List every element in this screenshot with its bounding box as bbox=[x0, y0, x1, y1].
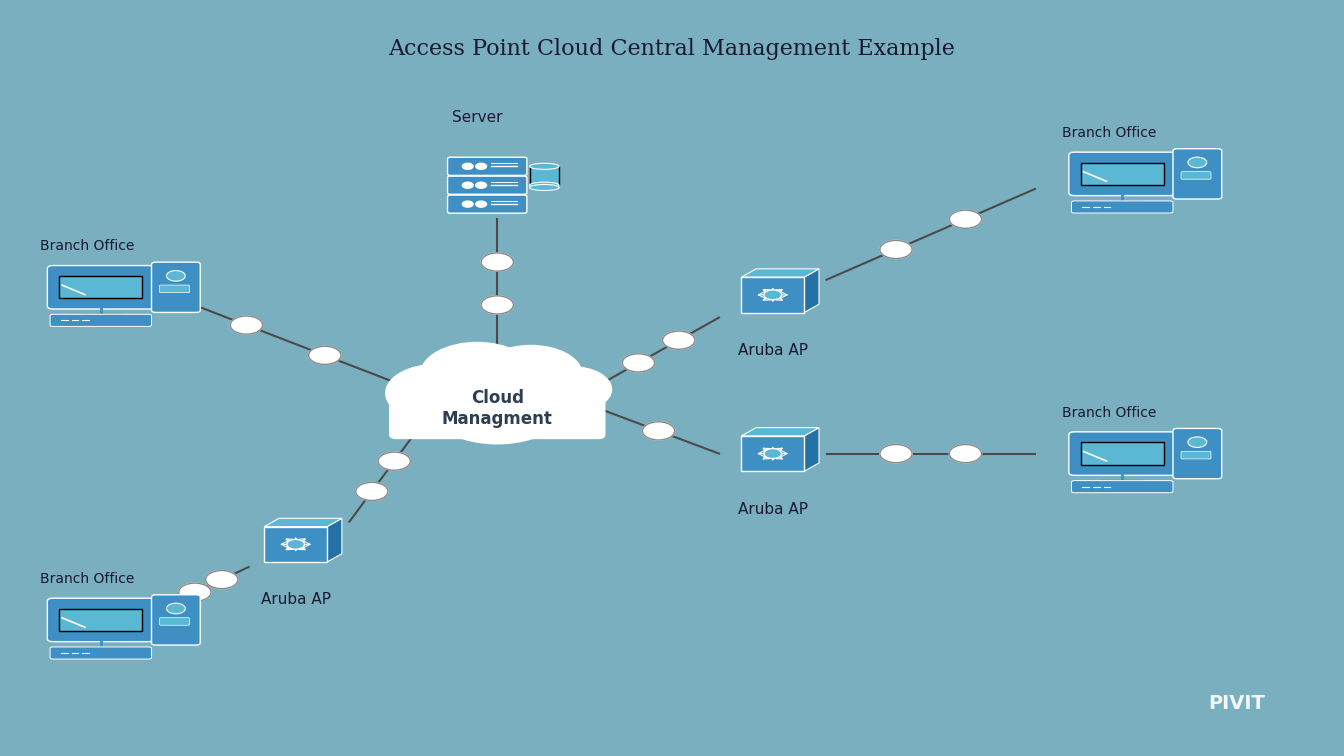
Circle shape bbox=[462, 201, 473, 207]
Text: Branch Office: Branch Office bbox=[40, 572, 134, 586]
FancyBboxPatch shape bbox=[1173, 149, 1222, 199]
FancyBboxPatch shape bbox=[47, 265, 155, 309]
Circle shape bbox=[421, 342, 534, 406]
FancyBboxPatch shape bbox=[1081, 163, 1164, 185]
Circle shape bbox=[1188, 157, 1207, 168]
Circle shape bbox=[356, 482, 388, 500]
Ellipse shape bbox=[530, 182, 559, 188]
Ellipse shape bbox=[530, 163, 559, 169]
Circle shape bbox=[286, 539, 305, 550]
FancyBboxPatch shape bbox=[50, 314, 152, 327]
Text: Access Point Cloud Central Management Example: Access Point Cloud Central Management Ex… bbox=[388, 38, 956, 60]
Circle shape bbox=[520, 387, 595, 429]
Text: Branch Office: Branch Office bbox=[40, 240, 134, 253]
FancyBboxPatch shape bbox=[1068, 432, 1176, 476]
Circle shape bbox=[622, 354, 655, 372]
Circle shape bbox=[309, 346, 341, 364]
FancyBboxPatch shape bbox=[1181, 451, 1211, 459]
Text: Cloud
Managment: Cloud Managment bbox=[442, 389, 552, 428]
Polygon shape bbox=[742, 269, 818, 277]
FancyBboxPatch shape bbox=[448, 157, 527, 175]
Text: Server: Server bbox=[452, 110, 503, 125]
Circle shape bbox=[427, 365, 567, 444]
Circle shape bbox=[763, 448, 782, 459]
Circle shape bbox=[949, 445, 981, 463]
Text: Aruba AP: Aruba AP bbox=[738, 342, 808, 358]
FancyBboxPatch shape bbox=[742, 277, 804, 312]
Circle shape bbox=[476, 163, 487, 169]
Circle shape bbox=[763, 290, 782, 300]
Circle shape bbox=[880, 445, 913, 463]
Ellipse shape bbox=[530, 184, 559, 191]
Circle shape bbox=[403, 386, 484, 431]
FancyBboxPatch shape bbox=[390, 393, 605, 438]
FancyBboxPatch shape bbox=[1081, 442, 1164, 465]
Text: Aruba AP: Aruba AP bbox=[261, 592, 331, 607]
Polygon shape bbox=[804, 269, 818, 312]
Circle shape bbox=[179, 583, 211, 601]
FancyBboxPatch shape bbox=[160, 618, 190, 625]
Circle shape bbox=[481, 253, 513, 271]
Circle shape bbox=[167, 271, 185, 281]
Circle shape bbox=[206, 571, 238, 589]
Circle shape bbox=[481, 296, 513, 314]
Circle shape bbox=[476, 201, 487, 207]
FancyBboxPatch shape bbox=[152, 595, 200, 645]
FancyBboxPatch shape bbox=[448, 195, 527, 213]
FancyBboxPatch shape bbox=[1181, 172, 1211, 179]
FancyBboxPatch shape bbox=[160, 285, 190, 293]
FancyBboxPatch shape bbox=[59, 609, 142, 631]
FancyBboxPatch shape bbox=[59, 276, 142, 299]
Circle shape bbox=[880, 240, 913, 259]
Circle shape bbox=[462, 163, 473, 169]
FancyBboxPatch shape bbox=[1068, 152, 1176, 196]
Circle shape bbox=[230, 316, 262, 334]
Polygon shape bbox=[804, 428, 818, 471]
Polygon shape bbox=[742, 428, 818, 436]
Circle shape bbox=[386, 364, 488, 422]
Circle shape bbox=[480, 345, 582, 403]
Circle shape bbox=[167, 603, 185, 614]
FancyBboxPatch shape bbox=[1173, 429, 1222, 479]
Circle shape bbox=[378, 452, 410, 470]
Circle shape bbox=[462, 182, 473, 188]
Polygon shape bbox=[327, 519, 341, 562]
FancyBboxPatch shape bbox=[1071, 201, 1173, 213]
FancyBboxPatch shape bbox=[152, 262, 200, 312]
Text: Aruba AP: Aruba AP bbox=[738, 501, 808, 516]
FancyBboxPatch shape bbox=[448, 176, 527, 194]
Circle shape bbox=[531, 367, 612, 412]
Circle shape bbox=[1188, 437, 1207, 448]
Circle shape bbox=[642, 422, 675, 440]
FancyBboxPatch shape bbox=[1071, 481, 1173, 493]
FancyBboxPatch shape bbox=[47, 598, 155, 642]
Polygon shape bbox=[265, 519, 341, 527]
Text: Branch Office: Branch Office bbox=[1062, 126, 1156, 140]
Text: Branch Office: Branch Office bbox=[1062, 406, 1156, 420]
Circle shape bbox=[476, 182, 487, 188]
FancyBboxPatch shape bbox=[265, 527, 327, 562]
FancyBboxPatch shape bbox=[530, 166, 559, 185]
FancyBboxPatch shape bbox=[742, 436, 804, 471]
Circle shape bbox=[663, 331, 695, 349]
Text: PIVIT: PIVIT bbox=[1208, 693, 1265, 713]
FancyBboxPatch shape bbox=[50, 647, 152, 659]
Circle shape bbox=[949, 210, 981, 228]
